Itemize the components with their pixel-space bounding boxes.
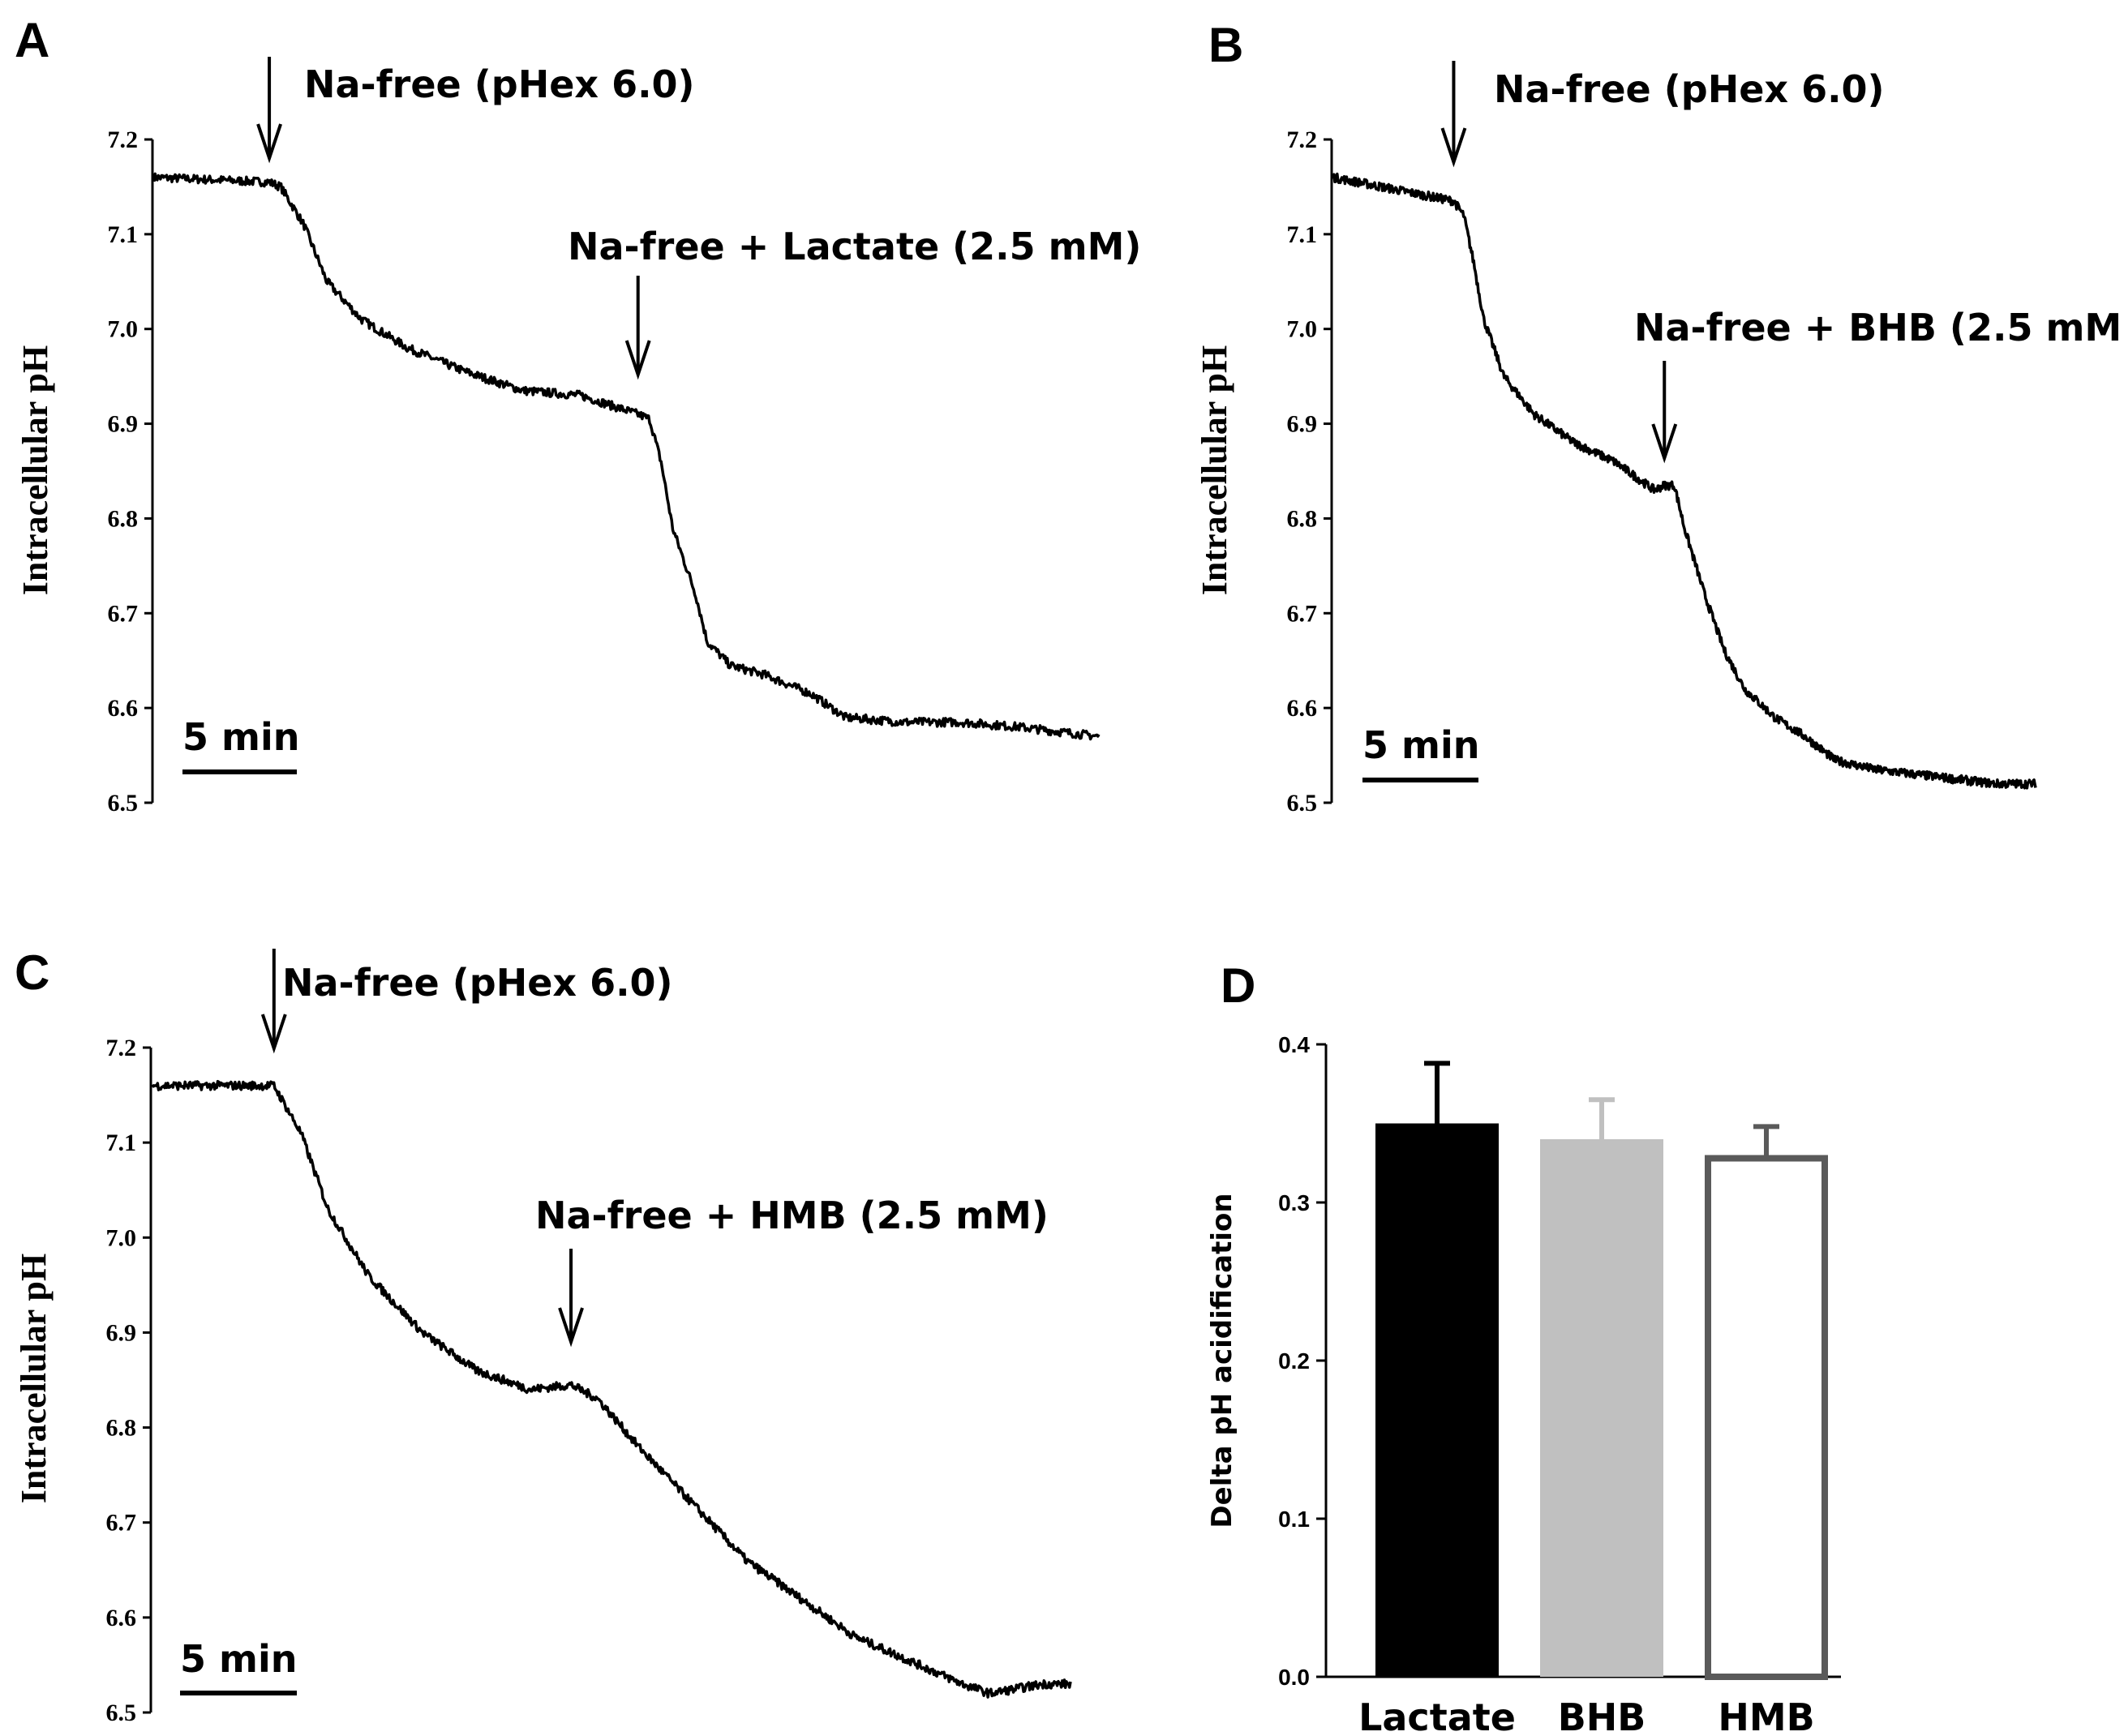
panel-d: D 0.0 0.1 0.2 0.3 0.4 Delta pH acidification L… [1206,958,1841,1736]
y-tick-label: 6.8 [108,505,139,532]
annotation-arrowhead [256,123,282,164]
y-tick-label: 6.7 [108,600,139,627]
scale-bar-label: 5 min [180,1637,297,1681]
annotation-arrowhead [260,1014,287,1054]
panel-b-letter: B [1208,18,1243,72]
y-tick-label: 7.2 [1287,126,1318,153]
annotation-label: Na-free (pHex 6.0) [282,961,673,1005]
ph-trace [151,1079,1072,1699]
panel-a-letter: A [15,13,49,67]
category-label: Lactate [1358,1695,1516,1736]
bar-hmb [1705,1155,1828,1680]
y-tick-label: 7.0 [1287,316,1318,343]
y-tick-label: 6.8 [106,1415,137,1442]
y-tick-label: 7.0 [108,316,139,343]
panel-c-letter: C [15,945,49,1000]
annotation-label: Na-free + HMB (2.5 mM) [535,1194,1049,1237]
y-tick-label: 6.6 [1287,695,1318,722]
y-tick-label: 0.4 [1278,1032,1310,1057]
ph-trace [152,172,1101,741]
y-tick-label: 6.6 [108,695,139,722]
y-tick-label: 7.0 [106,1224,137,1251]
ph-trace [1332,172,2037,790]
y-tick-label: 6.5 [106,1700,137,1726]
y-tick-label: 6.6 [106,1605,137,1631]
y-tick-label: 6.9 [106,1319,137,1346]
scale-bar-label: 5 min [1362,723,1479,767]
y-tick-label: 7.1 [108,221,139,248]
panel-c: C 7.2 7.1 7.0 6.9 6.8 6.7 6.6 6.5 Intracellular … [14,945,1072,1726]
bar-lactate [1375,1123,1499,1677]
annotation-arrowhead [1440,127,1467,168]
y-tick-label: 6.9 [108,411,139,438]
y-tick-label: 7.2 [108,126,139,153]
y-tick-label: 0.0 [1278,1665,1310,1690]
annotation-arrowhead [558,1307,584,1348]
y-tick-label: 6.9 [1287,411,1318,438]
annotation-label: Na-free + BHB (2.5 mM) [1634,306,2124,349]
bar-bhb [1540,1139,1663,1677]
y-tick-label: 6.8 [1287,505,1318,532]
annotation-label: Na-free + Lactate (2.5 mM) [568,225,1141,268]
y-tick-label: 0.2 [1278,1348,1310,1374]
y-tick-label: 7.2 [106,1035,137,1061]
scale-bar-label: 5 min [182,715,299,759]
y-axis-title: Intracellular pH [15,345,55,595]
annotation-arrowhead [1651,423,1678,464]
y-tick-label: 7.1 [106,1129,137,1156]
y-axis-title: Delta pH acidification [1206,1193,1238,1528]
annotation-arrowhead [624,340,651,380]
annotation-label: Na-free (pHex 6.0) [304,62,695,106]
y-tick-label: 6.7 [1287,600,1318,627]
y-tick-label: 7.1 [1287,221,1318,248]
y-tick-label: 6.5 [1287,790,1318,817]
category-label: HMB [1718,1695,1814,1736]
panel-b: B 7.2 7.1 7.0 6.9 6.8 6.7 6.6 6.5 Intracellular … [1195,18,2124,817]
panel-d-letter: D [1221,958,1255,1013]
panel-a: A 7.2 7.1 7.0 6.9 6.8 6.7 6.6 6.5 Intracellular … [15,13,1141,817]
y-axis-title: Intracellular pH [14,1254,54,1503]
y-tick-label: 0.3 [1278,1190,1310,1215]
annotation-label: Na-free (pHex 6.0) [1494,67,1885,111]
y-tick-label: 6.7 [106,1510,137,1537]
y-axis-title: Intracellular pH [1195,345,1234,595]
y-tick-label: 0.1 [1278,1507,1310,1532]
y-tick-label: 6.5 [108,790,139,817]
category-label: BHB [1558,1695,1646,1736]
